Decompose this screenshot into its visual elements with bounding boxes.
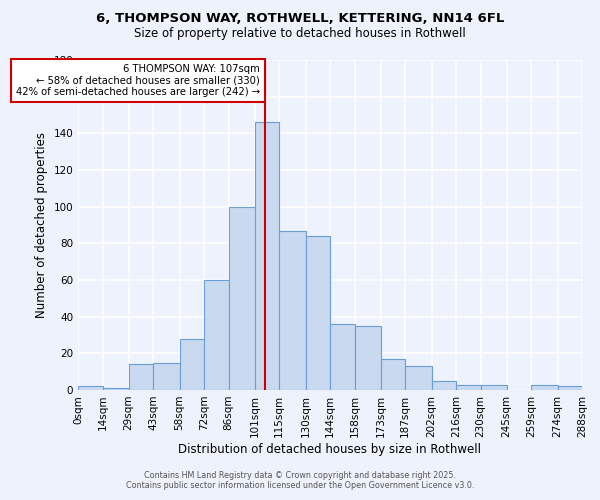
Bar [78, 386, 103, 390]
Bar [153, 362, 179, 390]
Text: 6, THOMPSON WAY, ROTHWELL, KETTERING, NN14 6FL: 6, THOMPSON WAY, ROTHWELL, KETTERING, NN… [96, 12, 504, 26]
Bar [330, 324, 355, 390]
Bar [179, 338, 204, 390]
Bar [481, 384, 507, 390]
Y-axis label: Number of detached properties: Number of detached properties [35, 132, 48, 318]
Text: Size of property relative to detached houses in Rothwell: Size of property relative to detached ho… [134, 28, 466, 40]
Bar [129, 364, 153, 390]
Bar [381, 359, 405, 390]
Bar [431, 381, 456, 390]
Bar [405, 366, 431, 390]
Bar [103, 388, 129, 390]
Bar [557, 386, 582, 390]
Text: Contains HM Land Registry data © Crown copyright and database right 2025.: Contains HM Land Registry data © Crown c… [144, 472, 456, 480]
Bar [204, 280, 229, 390]
Text: Contains public sector information licensed under the Open Government Licence v3: Contains public sector information licen… [126, 482, 474, 490]
Bar [279, 230, 305, 390]
Bar [229, 206, 255, 390]
Bar [255, 122, 279, 390]
Text: 6 THOMPSON WAY: 107sqm
← 58% of detached houses are smaller (330)
42% of semi-de: 6 THOMPSON WAY: 107sqm ← 58% of detached… [16, 64, 260, 97]
Bar [531, 384, 557, 390]
Bar [456, 384, 481, 390]
Bar [355, 326, 381, 390]
X-axis label: Distribution of detached houses by size in Rothwell: Distribution of detached houses by size … [179, 442, 482, 456]
Bar [305, 236, 330, 390]
